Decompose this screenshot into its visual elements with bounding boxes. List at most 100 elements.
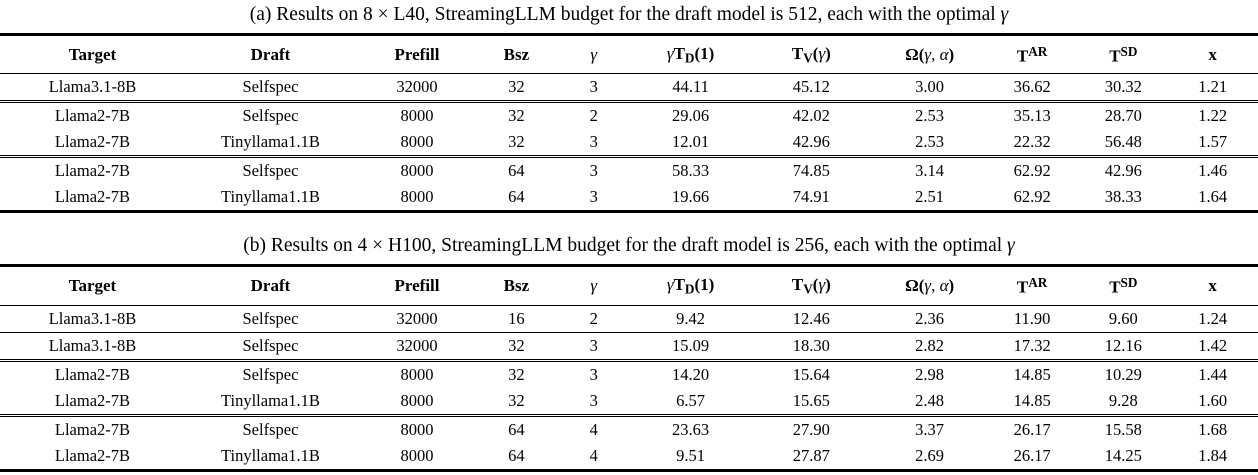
table-row: Llama2-7B Tinyllama1.1B 8000 32 3 12.01 42.96 2… [0,129,1258,157]
col-header-gamma-t-d-1: γTD(1) [666,275,715,297]
omega-symbol: Ω [905,45,919,65]
col-header-bsz: Bsz [503,276,530,296]
cell-gamma-t-d-1: 9.42 [676,308,706,328]
col-header-gamma: γ [555,35,633,74]
cell-t-ar: 22.32 [1013,132,1051,152]
cell-target: Llama3.1-8B [48,77,137,97]
cell-prefill: 32000 [396,335,438,355]
cell-draft: Tinyllama1.1B [221,390,320,410]
gamma-symbol: γ [924,276,932,296]
omega-symbol: Ω [905,276,919,296]
gamma-symbol: γ [666,275,674,295]
cell-bsz: 32 [508,390,525,410]
cell-x: 1.22 [1198,106,1228,126]
cell-t-v-gamma: 27.90 [792,419,830,439]
cell-gamma-t-d-1: 6.57 [676,390,706,410]
cell-omega: 3.00 [915,77,945,97]
cell-t-sd: 12.16 [1104,335,1142,355]
cell-bsz: 64 [508,445,525,465]
cell-bsz: 64 [508,419,525,439]
col-header-draft: Draft [250,45,291,65]
cell-draft: Selfspec [242,106,299,126]
table-row: Llama3.1-8B Selfspec 32000 32 3 15.09 18.30 2.8… [0,332,1258,360]
cell-gamma: 2 [589,308,598,328]
cell-x: 1.68 [1198,419,1228,439]
cell-target: Llama3.1-8B [48,335,137,355]
cell-bsz: 32 [508,106,525,126]
cell-t-sd: 9.28 [1108,390,1138,410]
cell-target: Llama2-7B [54,161,131,181]
cell-t-sd: 14.25 [1104,445,1142,465]
cell-gamma-t-d-1: 44.11 [672,77,709,97]
cell-gamma: 4 [589,419,598,439]
table-row: Llama2-7B Selfspec 8000 64 4 23.63 27.90 3.37 26… [0,415,1258,443]
cell-t-ar: 11.90 [1013,308,1051,328]
cell-draft: Tinyllama1.1B [221,132,320,152]
gamma-symbol: γ [590,45,598,65]
gamma-symbol: γ [818,44,826,63]
cell-gamma-t-d-1: 15.09 [672,335,710,355]
cell-omega: 3.37 [915,419,945,439]
cell-gamma-t-d-1: 29.06 [672,106,710,126]
cell-target: Llama3.1-8B [48,308,137,328]
cell-gamma: 3 [589,77,598,97]
cell-omega: 2.53 [915,132,945,152]
gamma-symbol: γ [1000,4,1009,25]
cell-t-sd: 30.32 [1104,77,1142,97]
col-header-t-v-gamma: TV(γ) [791,275,831,297]
cell-gamma-t-d-1: 14.20 [672,364,710,384]
col-header-t-sd: TSD [1109,275,1138,297]
cell-omega: 2.82 [915,335,945,355]
header-row: Target Draft Prefill Bsz γ γTD(1) TV(γ) … [0,35,1258,74]
col-header-x: x [1208,276,1217,296]
cell-gamma-t-d-1: 9.51 [676,445,706,465]
cell-bsz: 32 [508,77,525,97]
cell-t-sd: 56.48 [1104,132,1142,152]
table-row: Llama2-7B Selfspec 8000 32 3 14.20 15.64 2.98 14… [0,360,1258,388]
cell-t-v-gamma: 45.12 [792,77,830,97]
cell-t-ar: 14.85 [1013,364,1051,384]
gamma-symbol: γ [924,45,932,65]
cell-omega: 2.51 [915,187,945,207]
cell-omega: 3.14 [915,161,945,181]
cell-prefill: 8000 [400,364,434,384]
cell-x: 1.46 [1198,161,1228,181]
cell-target: Llama2-7B [54,187,131,207]
cell-gamma-t-d-1: 19.66 [672,187,710,207]
cell-bsz: 32 [508,132,525,152]
table-row: Llama2-7B Tinyllama1.1B 8000 64 3 19.66 74.91 2… [0,184,1258,212]
cell-t-v-gamma: 74.85 [792,161,830,181]
cell-gamma: 4 [589,445,598,465]
col-header-t-sd: TSD [1109,44,1138,66]
col-header-t-ar: TAR [1016,275,1048,297]
cell-t-ar: 26.17 [1013,419,1051,439]
cell-draft: Tinyllama1.1B [221,445,320,465]
col-header-target: Target [68,276,117,296]
col-header-gamma-t-d-1: γTD(1) [666,44,715,66]
cell-t-ar: 17.32 [1013,335,1051,355]
gamma-symbol: γ [818,275,826,295]
table-a-caption: (a) Results on 8 × L40, StreamingLLM bud… [0,2,1258,28]
cell-t-ar: 62.92 [1013,161,1051,181]
cell-t-v-gamma: 15.65 [792,390,830,410]
cell-omega: 2.36 [915,308,945,328]
cell-target: Llama2-7B [54,132,131,152]
cell-t-ar: 36.62 [1013,77,1051,97]
cell-t-v-gamma: 12.46 [792,308,830,328]
cell-gamma: 3 [589,364,598,384]
cell-t-sd: 38.33 [1104,187,1142,207]
cell-prefill: 8000 [400,132,434,152]
cell-bsz: 64 [508,161,525,181]
cell-bsz: 32 [508,335,525,355]
cell-prefill: 8000 [400,445,434,465]
cell-x: 1.42 [1198,335,1228,355]
table-b-caption-text: (b) Results on 4 × H100, StreamingLLM bu… [243,235,1003,257]
col-header-omega: Ω(γ, α) [905,45,955,65]
gamma-symbol: γ [590,276,598,296]
cell-draft: Selfspec [242,335,299,355]
table-row: Llama2-7B Tinyllama1.1B 8000 64 4 9.51 27.87 2.… [0,443,1258,471]
cell-t-sd: 42.96 [1104,161,1142,181]
cell-t-v-gamma: 18.30 [792,335,830,355]
col-header-prefill: Prefill [394,45,440,65]
